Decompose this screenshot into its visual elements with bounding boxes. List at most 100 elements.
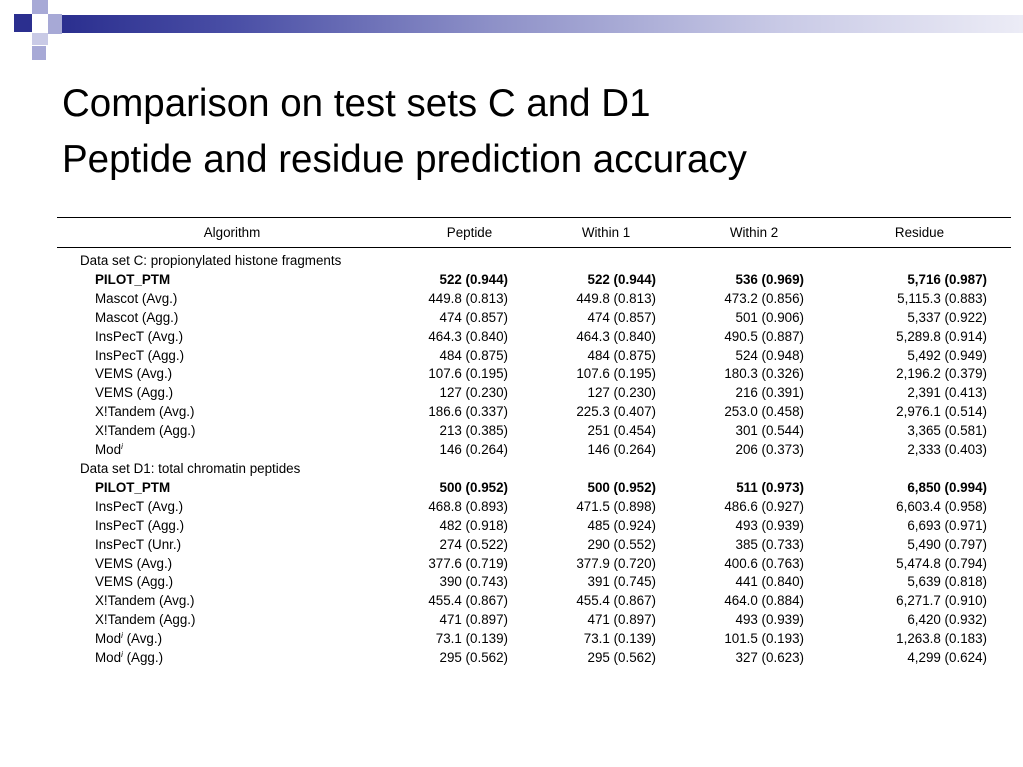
value-cell: 471 (0.897) (587, 612, 657, 628)
value-cell: 5,490 (0.797) (907, 536, 987, 552)
algorithm-name: PILOT_PTM (95, 479, 171, 495)
table-row: VEMS (Agg.) 390 (0.743) 391 (0.745) 441 (0.… (57, 573, 1011, 592)
algorithm-cell: X!Tandem (Avg.) (57, 592, 407, 611)
algorithm-cell: X!Tandem (Avg.) (57, 403, 407, 422)
value-cell: 522 (0.944) (439, 271, 509, 287)
table-row: PILOT_PTM 522 (0.944) 522 (0.944) 536 (0.96… (57, 271, 1011, 290)
section-header-row: Data set D1: total chromatin peptides (57, 460, 1011, 479)
value-cell: 6,693 (0.971) (907, 517, 987, 533)
value-cell: 295 (0.562) (587, 650, 657, 666)
header-block-light (32, 33, 48, 45)
value-cell: 295 (0.562) (439, 650, 509, 666)
value-cell: 464.0 (0.884) (724, 593, 804, 609)
value-cell: 482 (0.918) (439, 517, 509, 533)
table-row: InsPecT (Agg.) 482 (0.918) 485 (0.924) 493 … (57, 517, 1011, 536)
value-cell: 2,976.1 (0.514) (896, 404, 987, 420)
algorithm-cell: PILOT_PTM (57, 479, 407, 498)
algorithm-cell: X!Tandem (Agg.) (57, 422, 407, 441)
value-cell: 485 (0.924) (587, 517, 657, 533)
value-cell: 500 (0.952) (439, 479, 509, 495)
algorithm-cell: VEMS (Avg.) (57, 365, 407, 384)
value-cell: 180.3 (0.326) (724, 366, 804, 382)
value-cell: 146 (0.264) (587, 442, 657, 458)
column-header-algorithm: Algorithm (57, 217, 407, 248)
value-cell: 473.2 (0.856) (724, 290, 804, 306)
table-body: Data set C: propionylated histone fragme… (57, 248, 1011, 668)
algorithm-cell: InsPecT (Avg.) (57, 328, 407, 347)
algorithm-superscript: i (121, 631, 123, 641)
algorithm-name: VEMS (Avg.) (95, 555, 173, 571)
algorithm-name: InsPecT (Avg.) (95, 328, 184, 344)
value-cell: 206 (0.373) (735, 442, 805, 458)
value-cell: 524 (0.948) (735, 347, 805, 363)
value-cell: 127 (0.230) (587, 385, 657, 401)
table-row: Modi (Agg.) 295 (0.562) 295 (0.562) 327 (0.… (57, 649, 1011, 668)
value-cell: 474 (0.857) (587, 309, 657, 325)
title-line-2: Peptide and residue prediction accuracy (62, 138, 747, 181)
table-row: Mascot (Avg.) 449.8 (0.813) 449.8 (0.813) 4… (57, 290, 1011, 309)
algorithm-name: Mod (95, 442, 122, 458)
value-cell: 464.3 (0.840) (428, 328, 508, 344)
value-cell: 107.6 (0.195) (428, 366, 508, 382)
algorithm-cell: PILOT_PTM (57, 271, 407, 290)
value-cell: 5,492 (0.949) (907, 347, 987, 363)
value-cell: 484 (0.875) (587, 347, 657, 363)
value-cell: 464.3 (0.840) (576, 328, 656, 344)
algorithm-name: Mascot (Avg.) (95, 290, 178, 306)
column-header-residue: Residue (828, 217, 1011, 248)
value-cell: 484 (0.875) (439, 347, 509, 363)
table-row: VEMS (Agg.) 127 (0.230) 127 (0.230) 216 (0.… (57, 384, 1011, 403)
value-cell: 385 (0.733) (735, 536, 805, 552)
table-row: Mascot (Agg.) 474 (0.857) 474 (0.857) 501 (… (57, 309, 1011, 328)
value-cell: 474 (0.857) (439, 309, 509, 325)
value-cell: 511 (0.973) (736, 479, 804, 495)
algorithm-name: X!Tandem (Agg.) (95, 423, 196, 439)
value-cell: 127 (0.230) (439, 385, 509, 401)
value-cell: 73.1 (0.139) (435, 631, 508, 647)
value-cell: 253.0 (0.458) (724, 404, 804, 420)
value-cell: 251 (0.454) (587, 423, 657, 439)
value-cell: 213 (0.385) (439, 423, 509, 439)
table-row: VEMS (Avg.) 377.6 (0.719) 377.9 (0.720) 400… (57, 555, 1011, 574)
algorithm-superscript: i (121, 650, 123, 660)
algorithm-name: X!Tandem (Avg.) (95, 404, 195, 420)
algorithm-name: X!Tandem (Avg.) (95, 593, 195, 609)
header-block-light (48, 14, 62, 34)
value-cell: 493 (0.939) (735, 517, 805, 533)
value-cell: 5,115.3 (0.883) (897, 290, 987, 306)
value-cell: 455.4 (0.867) (576, 593, 656, 609)
value-cell: 146 (0.264) (439, 442, 509, 458)
algorithm-name: VEMS (Agg.) (95, 574, 174, 590)
value-cell: 490.5 (0.887) (724, 328, 804, 344)
value-cell: 377.6 (0.719) (428, 555, 508, 571)
value-cell: 500 (0.952) (587, 479, 657, 495)
algorithm-name: PILOT_PTM (95, 271, 171, 287)
table-row: Modi (Avg.) 73.1 (0.139) 73.1 (0.139) 101.5… (57, 630, 1011, 649)
algorithm-name: Mod (95, 650, 122, 666)
value-cell: 391 (0.745) (587, 574, 657, 590)
algorithm-name: Mascot (Agg.) (95, 309, 179, 325)
value-cell: 2,333 (0.403) (907, 442, 987, 458)
value-cell: 6,603.4 (0.958) (896, 498, 987, 514)
value-cell: 107.6 (0.195) (576, 366, 656, 382)
value-cell: 3,365 (0.581) (907, 423, 987, 439)
value-cell: 4,299 (0.624) (907, 650, 987, 666)
algorithm-name: VEMS (Avg.) (95, 366, 173, 382)
value-cell: 5,337 (0.922) (907, 309, 987, 325)
algorithm-cell: VEMS (Avg.) (57, 555, 407, 574)
section-label: Data set C: propionylated histone fragme… (80, 253, 342, 268)
value-cell: 536 (0.969) (735, 271, 805, 287)
algorithm-suffix: (Agg.) (122, 650, 164, 666)
table-row: InsPecT (Avg.) 468.8 (0.893) 471.5 (0.898)… (57, 498, 1011, 517)
algorithm-name: InsPecT (Agg.) (95, 517, 185, 533)
table-row: InsPecT (Avg.) 464.3 (0.840) 464.3 (0.840)… (57, 328, 1011, 347)
table-row: InsPecT (Unr.) 274 (0.522) 290 (0.552) 385 … (57, 536, 1011, 555)
value-cell: 1,263.8 (0.183) (896, 631, 987, 647)
value-cell: 101.5 (0.193) (724, 631, 804, 647)
value-cell: 225.3 (0.407) (576, 404, 656, 420)
table-row: X!Tandem (Agg.) 213 (0.385) 251 (0.454) 301… (57, 422, 1011, 441)
value-cell: 274 (0.522) (439, 536, 509, 552)
algorithm-cell: InsPecT (Avg.) (57, 498, 407, 517)
table-row: VEMS (Avg.) 107.6 (0.195) 107.6 (0.195) 180… (57, 365, 1011, 384)
table-row: X!Tandem (Agg.) 471 (0.897) 471 (0.897) 493… (57, 611, 1011, 630)
